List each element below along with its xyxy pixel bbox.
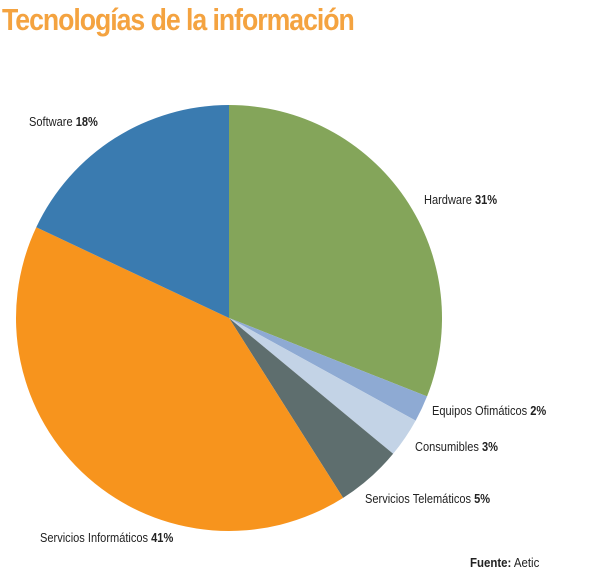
pie-slice-software [36,105,230,318]
pie-slice-consumibles [229,318,416,454]
slice-label-hardware: Hardware 31% [424,192,498,207]
slice-label-software: Software 18% [29,114,98,129]
pie-slice-servicios-telematicos [229,318,394,498]
pie-slice-hardware [229,105,442,397]
source-note: Fuente: Aetic [470,555,540,570]
chart-title: Tecnologías de la información [2,2,355,37]
pie-slice-equipos-ofimaticos [229,318,428,421]
slice-label-equipos-ofimaticos: Equipos Ofimáticos 2% [432,403,547,418]
slice-label-servicios-informaticos: Servicios Informáticos 41% [40,530,174,545]
pie-slice-servicios-informaticos [16,227,344,531]
slice-label-consumibles: Consumibles 3% [415,439,498,454]
slice-label-servicios-telematicos: Servicios Telemáticos 5% [365,491,491,506]
